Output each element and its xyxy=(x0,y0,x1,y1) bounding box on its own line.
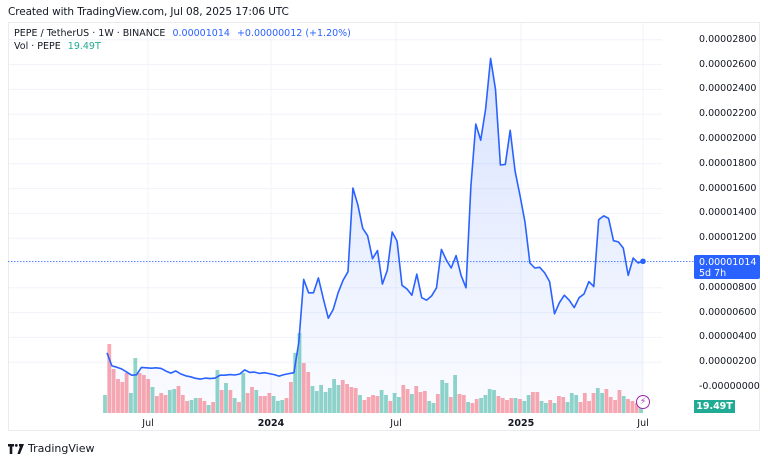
tradingview-logo[interactable]: TradingView xyxy=(8,442,94,455)
chart-frame xyxy=(8,22,760,431)
last-price-tag: 0.00001014 5d 7h xyxy=(694,255,760,279)
price-scale-label: 0.00001600 xyxy=(699,182,757,194)
price-scale-label: 0.00001400 xyxy=(699,207,757,219)
price-line xyxy=(106,57,644,380)
price-scale-label: 0.00002200 xyxy=(699,108,757,120)
price-scale-label: 0.00000800 xyxy=(699,281,757,293)
price-area-fill xyxy=(107,58,643,414)
volume-tag: 19.49T xyxy=(694,400,735,413)
chart-credit: Created with TradingView.com, Jul 08, 20… xyxy=(8,6,289,18)
time-scale-label: Jul xyxy=(637,418,649,429)
time-scale-label: 2024 xyxy=(257,418,285,429)
bar-countdown: 5d 7h xyxy=(699,268,727,279)
legend-price: 0.00001014 xyxy=(172,28,230,39)
last-price-dot xyxy=(640,258,646,265)
price-scale-label: 0.00001200 xyxy=(699,232,757,244)
price-scale-label: 0.00001800 xyxy=(699,157,757,169)
symbol-legend[interactable]: PEPE / TetherUS · 1W · BINANCE 0.0000101… xyxy=(14,28,351,39)
legend-change: +0.00000012 (+1.20%) xyxy=(236,28,351,39)
price-scale-label: 0.00000400 xyxy=(699,331,757,343)
time-scale-label: 2025 xyxy=(507,418,535,429)
time-scale-label: Jul xyxy=(390,418,402,429)
price-scale-label: 0.00002400 xyxy=(699,83,757,95)
last-price-value: 0.00001014 xyxy=(699,257,757,268)
event-marker-lightning-icon[interactable]: ⚡ xyxy=(636,395,650,409)
volume-title: Vol · PEPE xyxy=(14,41,61,52)
time-scale-label: Jul xyxy=(142,418,154,429)
volume-legend-value: 19.49T xyxy=(67,41,101,52)
tradingview-brand: TradingView xyxy=(28,442,95,455)
price-scale-label: 0.00000200 xyxy=(699,356,757,368)
price-scale-label: 0.00000600 xyxy=(699,306,757,318)
symbol-title: PEPE / TetherUS · 1W · BINANCE xyxy=(14,28,166,39)
volume-legend[interactable]: Vol · PEPE 19.49T xyxy=(14,41,101,52)
price-scale-label: -0.00000000 xyxy=(699,381,760,392)
tv-logo-icon xyxy=(8,443,24,454)
price-scale-label: 0.00002000 xyxy=(699,133,757,144)
price-scale-label: 0.00002600 xyxy=(699,58,757,70)
price-scale-label: 0.00002800 xyxy=(699,33,757,45)
